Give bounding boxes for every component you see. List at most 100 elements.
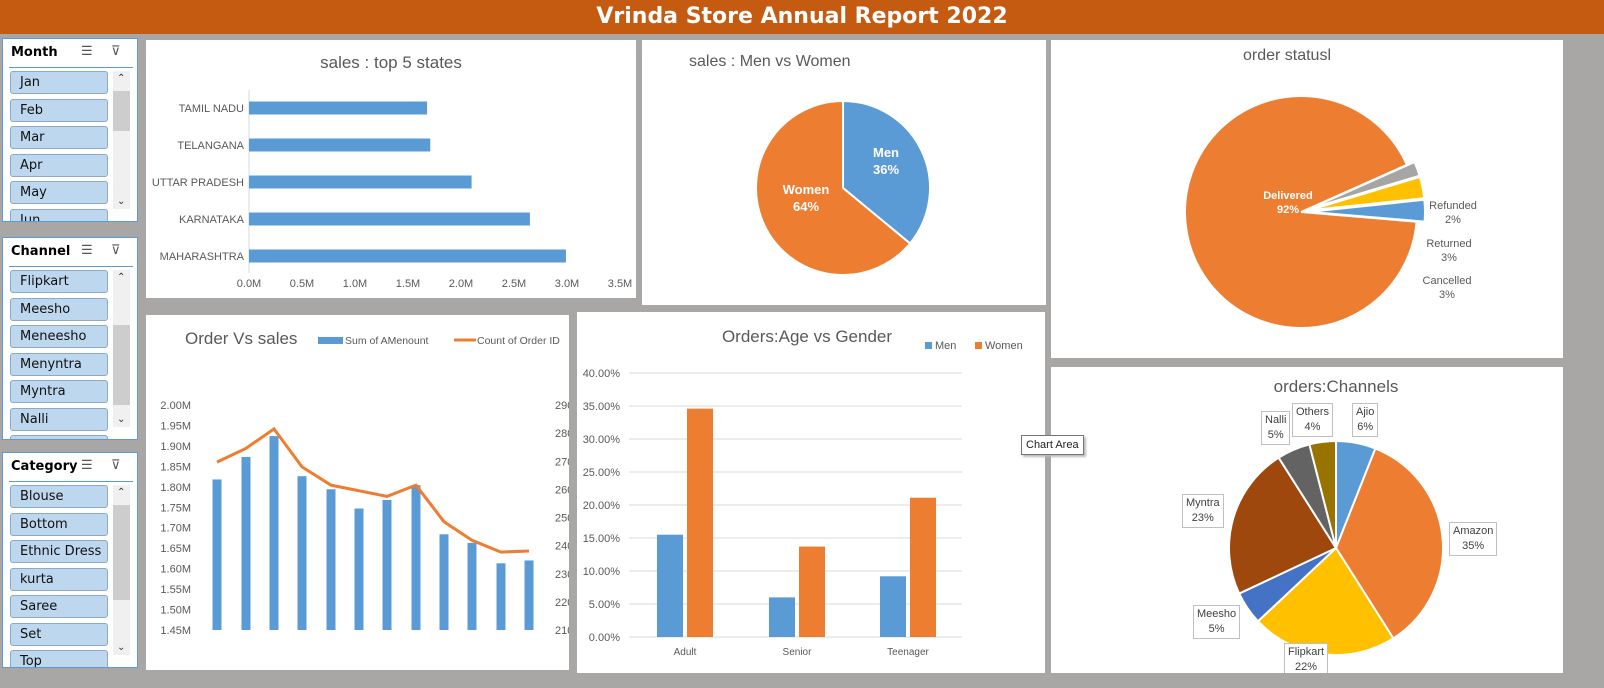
- scroll-down-icon[interactable]: ⌄: [117, 196, 126, 207]
- pie-slice-others[interactable]: [1308, 439, 1337, 549]
- chart-order-vs-sales[interactable]: Order Vs sales Sum of AMenount Count of Or…: [146, 315, 569, 670]
- bar-men[interactable]: [657, 534, 683, 637]
- slicer-item[interactable]: Ethnic Dress: [10, 540, 108, 563]
- slicer-item[interactable]: Flipkart: [10, 270, 108, 293]
- bar[interactable]: [467, 542, 477, 630]
- slicer-item[interactable]: Others: [10, 435, 108, 439]
- slicer-item[interactable]: Meesho: [10, 297, 108, 321]
- slicer-item[interactable]: Apr: [10, 153, 108, 177]
- category-label: Senior: [783, 647, 813, 658]
- bar[interactable]: [249, 212, 530, 226]
- bar[interactable]: [382, 499, 392, 630]
- multi-select-icon[interactable]: ☰: [81, 242, 93, 257]
- slicer-item[interactable]: Bottom: [10, 512, 108, 536]
- slicer-item[interactable]: May: [10, 181, 108, 204]
- slicer-scrollbar[interactable]: ⌃ ⌄: [113, 485, 130, 655]
- slicer-item[interactable]: Mar: [10, 126, 108, 149]
- slicer-item[interactable]: kurta: [10, 567, 108, 591]
- bar-men[interactable]: [769, 597, 795, 637]
- chart-men-vs-women[interactable]: sales : Men vs Women Men 36% Women 64%: [642, 40, 1046, 305]
- bar[interactable]: [269, 436, 279, 630]
- multi-select-icon[interactable]: ☰: [81, 457, 93, 472]
- pie-slice-myntra[interactable]: [1228, 456, 1338, 595]
- clear-filter-icon[interactable]: ⊽: [111, 242, 121, 257]
- scroll-down-icon[interactable]: ⌄: [117, 414, 126, 425]
- bar[interactable]: [411, 485, 421, 630]
- bar[interactable]: [249, 249, 566, 263]
- scroll-up-icon[interactable]: ⌃: [117, 73, 126, 84]
- bar-women[interactable]: [910, 497, 936, 637]
- scroll-thumb[interactable]: [113, 325, 130, 405]
- slicer-scrollbar[interactable]: ⌃ ⌄: [113, 270, 130, 427]
- pie-slice-men[interactable]: [842, 99, 931, 245]
- y-tick-left: 1.85M: [160, 461, 191, 473]
- clear-filter-icon[interactable]: ⊽: [111, 43, 121, 58]
- slicer-item[interactable]: Jan: [10, 71, 108, 94]
- clear-filter-icon[interactable]: ⊽: [111, 457, 121, 472]
- scroll-thumb[interactable]: [113, 91, 130, 131]
- slicer-item[interactable]: Myntra: [10, 380, 108, 403]
- bar[interactable]: [439, 534, 449, 630]
- bar-women[interactable]: [687, 408, 713, 637]
- scroll-up-icon[interactable]: ⌃: [117, 272, 126, 283]
- y-tick: 5.00%: [589, 599, 620, 611]
- slicer-category[interactable]: Category ☰ ⊽ Blouse Bottom Ethnic Dress kurt…: [2, 452, 138, 668]
- chart-order-status[interactable]: order statusl Refunded 2% Returned 3% Cancell…: [1051, 40, 1563, 358]
- scroll-up-icon[interactable]: ⌃: [117, 487, 126, 498]
- slicer-month[interactable]: Month ☰ ⊽ Jan Feb Mar Apr May Jun ⌃ ⌄: [2, 38, 138, 222]
- slicer-item[interactable]: Blouse: [10, 485, 108, 508]
- pie-slice-refunded[interactable]: [1308, 160, 1421, 211]
- y-tick-left: 1.75M: [160, 502, 191, 514]
- data-label: Cancelled: [1423, 275, 1472, 287]
- data-label-value: 3%: [1441, 252, 1457, 264]
- tick-label: 0.0M: [237, 278, 261, 290]
- category-label: MAHARASHTRA: [160, 251, 245, 263]
- slicer-item[interactable]: Menyntra: [10, 352, 108, 376]
- y-tick-left: 1.80M: [160, 482, 191, 494]
- bar[interactable]: [496, 563, 506, 630]
- pie-slice-women[interactable]: [755, 99, 912, 276]
- tick-label: 2.5M: [502, 278, 526, 290]
- chart-top-states[interactable]: sales : top 5 states TAMIL NADU TELANGANA U…: [146, 40, 636, 298]
- slicer-item[interactable]: Jun: [10, 208, 108, 221]
- y-tick: 20.00%: [583, 500, 621, 512]
- bar[interactable]: [249, 101, 428, 115]
- multi-select-icon[interactable]: ☰: [81, 43, 93, 58]
- bar[interactable]: [297, 476, 307, 630]
- chart-channels[interactable]: orders:Channels Ajio 6% Amazon 35% Flipkart 22…: [1051, 367, 1563, 673]
- slicer-item[interactable]: Feb: [10, 98, 108, 122]
- chart-age-vs-gender[interactable]: Orders:Age vs Gender Men Women 40.00% 35.00%…: [577, 312, 1045, 673]
- slicer-item[interactable]: Meneesho: [10, 325, 108, 348]
- chart-title: sales : Men vs Women: [689, 53, 851, 70]
- pie-slice-cancelled[interactable]: [1308, 198, 1426, 223]
- pie-slice-returned[interactable]: [1308, 175, 1426, 212]
- bar[interactable]: [326, 489, 336, 630]
- data-label-others: Others 4%: [1292, 403, 1334, 437]
- slicer-item[interactable]: Nalli: [10, 407, 108, 431]
- chart-title: orders:Channels: [1274, 377, 1399, 396]
- data-label-myntra: Myntra 23%: [1182, 494, 1224, 528]
- tick-label: 2.0M: [449, 278, 473, 290]
- pie-slice-amazon[interactable]: [1334, 447, 1444, 640]
- bar[interactable]: [354, 508, 364, 631]
- legend-label: Men: [935, 340, 956, 352]
- y-tick-right: 2100: [555, 625, 569, 637]
- slicer-item[interactable]: Set: [10, 622, 108, 646]
- bar[interactable]: [249, 138, 431, 152]
- scroll-thumb[interactable]: [113, 505, 130, 600]
- bar-men[interactable]: [880, 576, 906, 637]
- slicer-scrollbar[interactable]: ⌃ ⌄: [113, 71, 130, 209]
- bar[interactable]: [241, 456, 251, 630]
- line-series[interactable]: [216, 426, 530, 554]
- slicer-channel[interactable]: Channel ☰ ⊽ Flipkart Meesho Meneesho Menyntr…: [2, 237, 138, 440]
- y-tick-left: 1.65M: [160, 543, 191, 555]
- slicer-item[interactable]: Saree: [10, 595, 108, 618]
- bar[interactable]: [524, 560, 534, 630]
- bar[interactable]: [212, 479, 222, 630]
- bar-women[interactable]: [799, 546, 825, 637]
- scroll-down-icon[interactable]: ⌄: [117, 642, 126, 653]
- pie-slice-delivered[interactable]: [1184, 95, 1418, 329]
- slicer-item[interactable]: Top: [10, 650, 108, 667]
- bar[interactable]: [249, 175, 472, 189]
- y-tick-right: 2900: [555, 400, 569, 412]
